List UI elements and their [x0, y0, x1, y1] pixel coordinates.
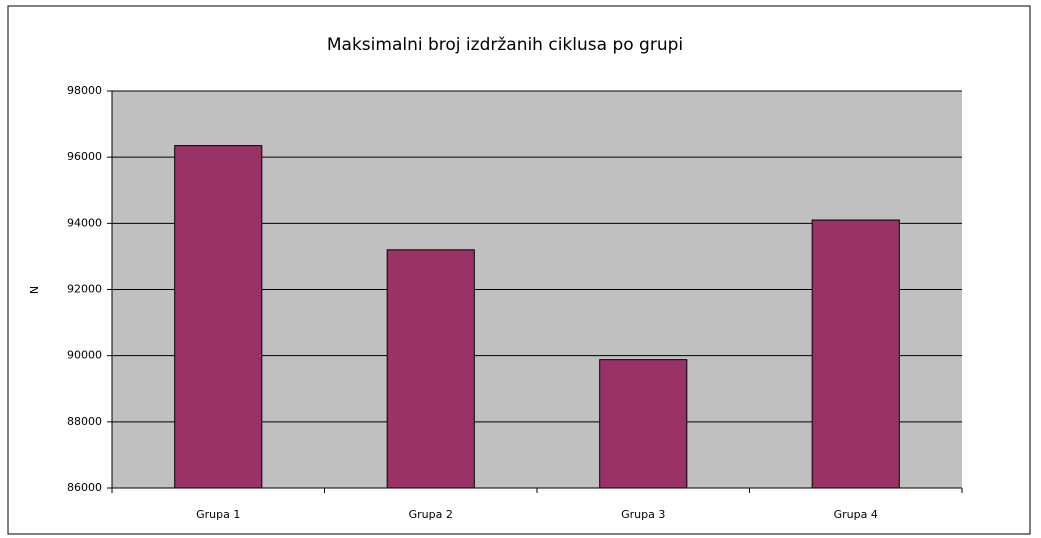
y-tick-label: 98000 — [67, 84, 102, 97]
y-tick-label: 86000 — [67, 481, 102, 494]
y-axis-label: N — [28, 286, 41, 294]
bar — [811, 219, 900, 489]
x-tick-label: Grupa 3 — [621, 508, 665, 521]
y-tick-label: 96000 — [67, 150, 102, 163]
x-tick-label: Grupa 1 — [196, 508, 240, 521]
y-tick-label: 94000 — [67, 216, 102, 229]
bar — [599, 359, 688, 489]
y-tick-label: 92000 — [67, 283, 102, 296]
bar — [174, 145, 263, 489]
x-tick-label: Grupa 2 — [409, 508, 453, 521]
y-tick-label: 88000 — [67, 415, 102, 428]
y-tick-label: 90000 — [67, 349, 102, 362]
bar — [386, 249, 475, 489]
chart-title: Maksimalni broj izdržanih ciklusa po gru… — [327, 35, 683, 55]
x-tick-label: Grupa 4 — [834, 508, 878, 521]
